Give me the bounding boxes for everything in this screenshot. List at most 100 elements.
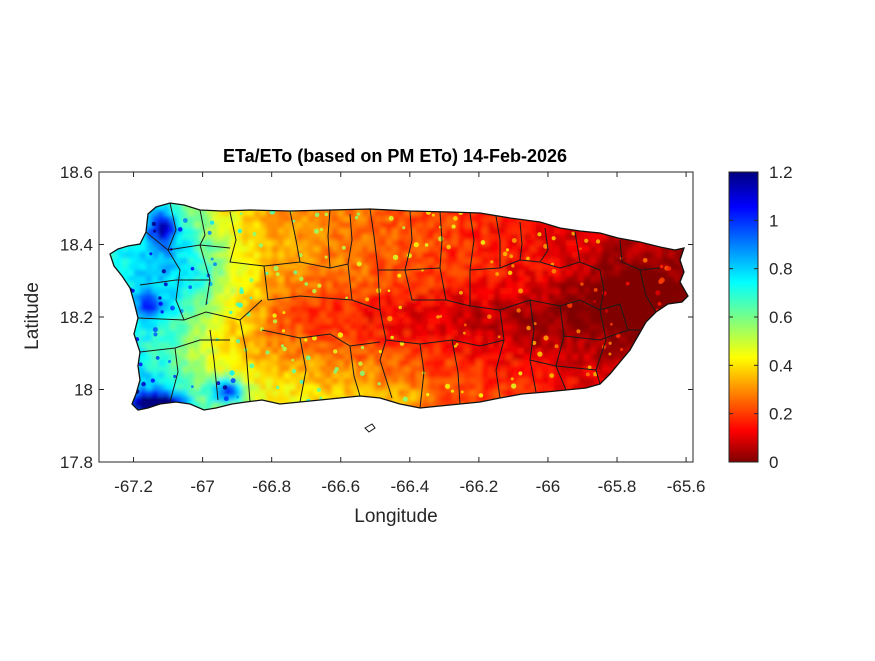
field-cell [260,372,267,379]
field-cell [410,258,417,265]
field-cell [254,210,261,217]
field-cell [134,306,141,313]
field-cell [368,360,375,367]
field-cell [458,234,465,241]
field-cell [392,360,399,367]
field-cell [176,342,183,349]
field-cell [272,348,279,355]
field-cell [188,258,195,265]
field-cell [392,390,399,397]
field-cell [272,216,279,223]
field-cell [428,318,435,325]
field-cell [200,360,207,367]
field-cell [308,348,315,355]
field-cell [620,294,627,301]
field-cell [170,360,177,367]
field-cell [662,288,669,295]
field-cell [362,348,369,355]
field-cell [230,216,237,223]
field-cell [278,282,285,289]
field-cell [242,294,249,301]
field-cell [578,306,585,313]
field-cell [194,240,201,247]
field-cell [356,366,363,373]
field-cell [380,378,387,385]
field-cell [140,336,147,343]
field-cell [428,222,435,229]
field-cell [446,306,453,313]
field-cell [272,270,279,277]
field-cell [458,216,465,223]
field-cell [290,348,297,355]
field-cell [464,372,471,379]
field-cell [380,336,387,343]
field-cell [554,360,561,367]
field-cell [416,336,423,343]
field-cell [440,300,447,307]
field-cell [434,270,441,277]
field-cell [674,264,681,271]
field-cell [488,270,495,277]
field-cell [470,210,477,217]
field-cell [620,348,627,355]
field-cell [344,240,351,247]
field-speckle [642,257,648,263]
field-cell [212,294,219,301]
field-cell [620,252,627,259]
field-cell [170,276,177,283]
field-cell [482,234,489,241]
field-cell [146,342,153,349]
field-cell [464,324,471,331]
field-cell [230,336,237,343]
field-cell [356,318,363,325]
field-cell [272,360,279,367]
field-cell [170,258,177,265]
field-speckle [319,396,323,400]
field-cell [518,270,525,277]
field-cell [350,216,357,223]
field-cell [536,222,543,229]
field-cell [212,300,219,307]
field-cell [392,240,399,247]
field-cell [236,384,243,391]
field-cell [530,342,537,349]
field-cell [218,258,225,265]
field-cell [200,270,207,277]
field-cell [428,312,435,319]
field-cell [296,288,303,295]
field-cell [350,390,357,397]
field-cell [218,324,225,331]
field-cell [278,246,285,253]
field-cell [572,336,579,343]
municipality-boundary [379,309,393,399]
field-cell [518,330,525,337]
field-cell [608,252,615,259]
field-cell [230,288,237,295]
field-cell [398,216,405,223]
field-cell [254,288,261,295]
x-tick-label: -66.6 [321,477,360,496]
field-cell [224,210,231,217]
field-cell [392,348,399,355]
field-cell [488,330,495,337]
field-cell [236,330,243,337]
field-cell [380,390,387,397]
field-cell [230,222,237,229]
field-cell [146,306,153,313]
field-cell [254,390,261,397]
field-cell [590,342,597,349]
field-cell [146,216,153,223]
field-cell [464,306,471,313]
municipality-boundary [299,337,307,403]
field-cell [566,348,573,355]
field-cell [476,372,483,379]
field-cell [128,276,135,283]
field-cell [560,306,567,313]
field-speckle [291,368,297,374]
field-cell [578,270,585,277]
field-cell [284,270,291,277]
field-cell [428,252,435,259]
field-cell [164,342,171,349]
field-cell [308,360,315,367]
field-cell [188,324,195,331]
